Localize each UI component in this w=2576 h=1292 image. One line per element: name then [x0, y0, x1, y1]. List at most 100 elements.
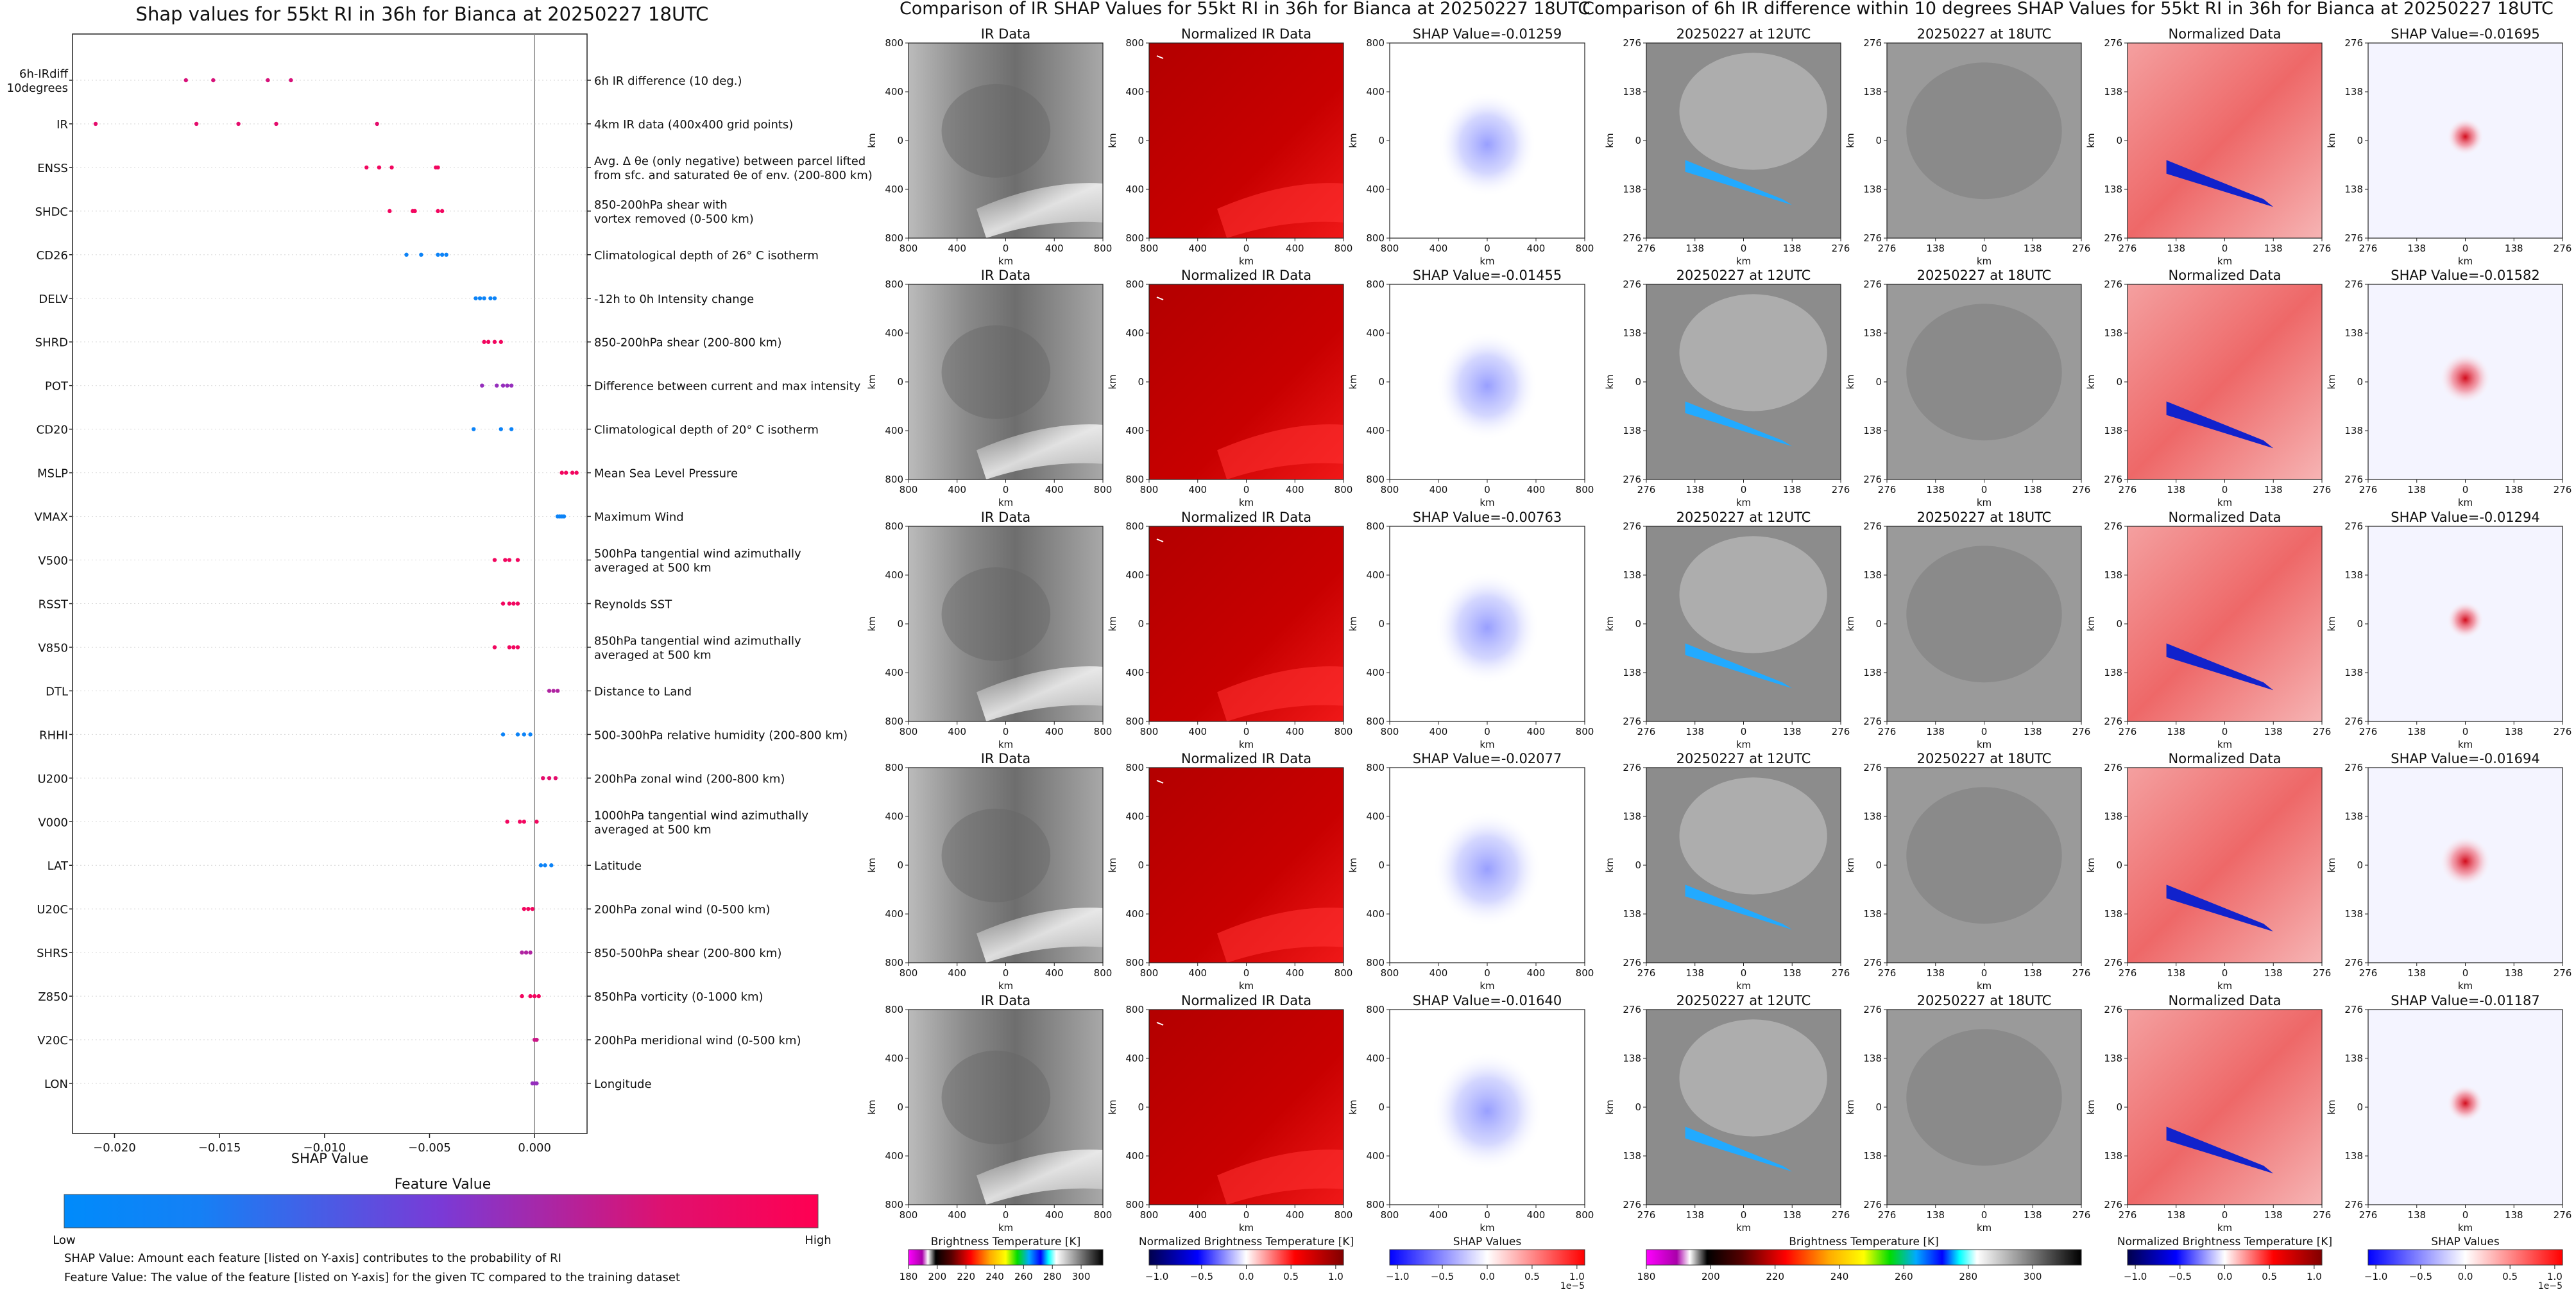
image-y-tick-label: 0: [1138, 1101, 1144, 1113]
image-y-tick-label: 0: [1635, 135, 1641, 146]
shap-point: [509, 383, 514, 388]
image-x-tick-label: 276: [2313, 484, 2332, 495]
image-y-tick-label: 138: [1863, 667, 1882, 678]
image-y-tick-label: 138: [1623, 86, 1641, 98]
image-x-tick-label: 0: [1003, 726, 1009, 737]
image-x-tick-label: 276: [1878, 726, 1897, 737]
shap-point: [183, 78, 188, 83]
image-y-tick-label: 400: [885, 1150, 903, 1162]
image-x-axis-label: km: [1736, 497, 1751, 508]
image-x-tick-label: 800: [1576, 726, 1594, 737]
image-y-tick-label: 138: [1623, 1150, 1641, 1162]
shap-point: [528, 994, 533, 999]
image-y-axis-label: km: [866, 133, 878, 148]
shap-feature-description: Longitude: [594, 1078, 652, 1091]
image-x-axis-label: km: [1977, 255, 1992, 267]
shap-point: [492, 340, 497, 344]
normalized-ir-title: Normalized IR Data: [1181, 510, 1311, 525]
shap-point: [500, 601, 506, 606]
image-x-axis-label: km: [1977, 1222, 1992, 1234]
image-x-tick-label: 400: [1188, 726, 1207, 737]
shap-point: [528, 732, 533, 737]
image-y-axis-label: km: [2326, 374, 2337, 389]
image-y-tick-label: 276: [2104, 232, 2122, 244]
diff-shap-title: SHAP Value=-0.01187: [2391, 993, 2540, 1008]
image-x-tick-label: 400: [948, 967, 966, 979]
image-y-tick-label: 138: [2344, 327, 2363, 339]
shap-feature-row: V000 1000hPa tangential wind azimuthally a…: [38, 809, 808, 836]
diff-shap-title: SHAP Value=-0.01695: [2391, 26, 2540, 42]
image-x-tick-label: 138: [2407, 967, 2426, 979]
normalized-ir-title: Normalized IR Data: [1181, 26, 1311, 42]
image-y-tick-label: 0: [1875, 859, 1882, 871]
shap-map-title: SHAP Value=-0.01455: [1413, 268, 1562, 283]
normalized-warm-band: [1217, 183, 1343, 238]
image-y-tick-label: 276: [1623, 37, 1641, 49]
shap-map-title: SHAP Value=-0.01259: [1413, 26, 1562, 42]
diff-ir-cold-streak: [1685, 401, 1793, 447]
image-y-tick-label: 0: [1138, 135, 1144, 146]
shap-feature-description: 850hPa tangential wind azimuthally averag…: [594, 634, 801, 662]
image-x-tick-label: 800: [900, 967, 918, 979]
feature-colorbar-low: Low: [53, 1234, 75, 1247]
image-y-axis-label: km: [2326, 133, 2337, 148]
diff-normalized-image: [2128, 284, 2322, 479]
image-y-tick-label: 0: [2357, 859, 2363, 871]
image-y-tick-label: 400: [885, 811, 903, 822]
normalized-marker: [1156, 1022, 1164, 1026]
colorbar-tick-label: 280: [1043, 1271, 1062, 1282]
image-x-tick-label: 400: [1045, 726, 1064, 737]
image-y-tick-label: 400: [1125, 327, 1144, 339]
shap-feature-row: 6h-IRdiff 10degrees 6h IR difference (10 d…: [7, 67, 742, 95]
shap-feature-description: 850-200hPa shear with vortex removed (0-5…: [594, 198, 754, 226]
shap-feature-code: VMAX: [35, 511, 69, 524]
image-y-tick-label: 0: [1875, 1101, 1882, 1113]
image-x-tick-label: 138: [1685, 967, 1704, 979]
image-y-tick-label: 138: [2104, 327, 2122, 339]
image-x-tick-label: 400: [1188, 243, 1207, 254]
image-y-axis-label: km: [1107, 374, 1118, 389]
image-x-tick-label: 0: [1243, 967, 1250, 979]
ir-colorbars: Brightness Temperature [K] 180 200 220 240 26…: [900, 1236, 1585, 1291]
image-x-axis-label: km: [1977, 980, 1992, 992]
normalized-warm-band: [1217, 424, 1343, 479]
image-x-axis-label: km: [998, 255, 1013, 267]
image-y-tick-label: 138: [1623, 184, 1641, 195]
colorbar: SHAP Values −1.0 −0.5 0.0 0.5 1.01e−5: [2364, 1236, 2563, 1291]
shap-point: [503, 558, 508, 562]
diff-row: 20250227 at 12UTC 20250227 at 18UTC Normal…: [1604, 268, 2572, 508]
colorbar-tick-label: 260: [1895, 1271, 1913, 1282]
image-y-tick-label: 138: [2344, 184, 2363, 195]
image-x-tick-label: 400: [948, 243, 966, 254]
shap-feature-row: RSST Reynolds SST: [38, 598, 673, 611]
image-x-tick-label: 0: [2222, 1209, 2228, 1221]
shap-feature-row: SHDC 850-200hPa shear with vortex removed …: [35, 198, 754, 226]
image-y-tick-label: 0: [897, 376, 903, 388]
image-x-tick-label: 276: [2554, 243, 2572, 254]
image-y-tick-label: 400: [885, 327, 903, 339]
image-x-axis-label: km: [1977, 739, 1992, 750]
shap-feature-code: 6h-IRdiff 10degrees: [7, 67, 69, 95]
ir-comparison-panel: Comparison of IR SHAP Values for 55kt RI…: [866, 0, 1594, 1291]
image-x-axis-label: km: [2217, 497, 2232, 508]
diff-ir-cloud-2: [1906, 304, 2062, 441]
shap-feature-code: V850: [38, 641, 68, 655]
image-x-tick-label: 0: [1003, 967, 1009, 979]
image-x-tick-label: 0: [1741, 967, 1747, 979]
image-x-tick-label: 800: [1140, 967, 1159, 979]
image-y-tick-label: 276: [1863, 279, 1882, 290]
image-x-tick-label: 138: [1685, 1209, 1704, 1221]
diff-normalized-streak: [2166, 884, 2274, 932]
shap-point: [534, 820, 539, 824]
image-x-tick-label: 276: [2072, 1209, 2091, 1221]
ir-row: IR Data80080040040000400400800800kmkmNor…: [866, 26, 1594, 267]
ir-cloud-mass: [941, 325, 1051, 419]
image-x-tick-label: 276: [1637, 726, 1656, 737]
diff-18utc-title: 20250227 at 18UTC: [1917, 510, 2052, 525]
image-x-tick-label: 800: [900, 484, 918, 495]
shap-point: [518, 820, 522, 824]
shap-point: [515, 601, 520, 606]
image-x-tick-label: 276: [1637, 243, 1656, 254]
shap-map-blob: [1431, 1051, 1543, 1171]
image-x-tick-label: 0: [2222, 484, 2228, 495]
